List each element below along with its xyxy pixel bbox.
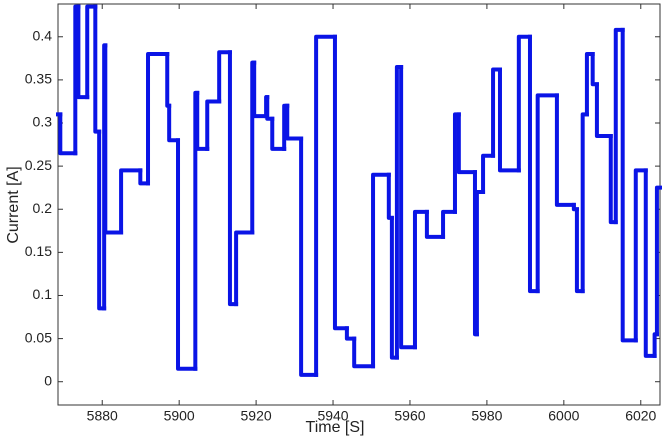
step-segment: [620, 27, 638, 343]
step-segment: [119, 168, 143, 235]
x-tick-label: 6000: [548, 408, 579, 424]
step-segment: [195, 90, 210, 151]
step-segment: [399, 64, 417, 350]
x-tick-label: 5880: [87, 408, 118, 424]
step-segment: [535, 93, 559, 294]
step-segment: [270, 116, 287, 151]
y-tick-label: 0.3: [33, 114, 53, 130]
step-segment: [332, 34, 349, 331]
x-tick-label: 5940: [317, 408, 348, 424]
y-tick-label: 0.15: [25, 243, 52, 259]
step-segment: [481, 153, 496, 194]
step-segment: [285, 103, 304, 141]
step-segment: [85, 4, 98, 100]
step-segment: [176, 138, 198, 371]
step-segment: [441, 209, 457, 239]
step-segment: [594, 82, 613, 138]
step-segment: [516, 34, 532, 173]
step-segment: [352, 336, 376, 369]
y-axis-label: Current [A]: [5, 166, 22, 243]
step-segment: [652, 332, 659, 358]
step-segment: [138, 168, 151, 186]
x-axis-label: Time [S]: [306, 419, 365, 436]
step-segment: [103, 43, 124, 235]
step-segment: [474, 189, 486, 337]
x-tick-label: 5980: [471, 408, 502, 424]
step-segment: [299, 136, 319, 377]
step-segment: [613, 27, 625, 225]
step-segment: [146, 52, 170, 186]
step-segment: [491, 67, 502, 158]
step-segment: [633, 168, 648, 343]
step-segment: [643, 168, 657, 358]
step-segment: [227, 50, 239, 307]
step-segment: [165, 52, 172, 108]
step-segment: [654, 185, 662, 337]
step-segment: [424, 209, 446, 239]
step-segment: [205, 99, 222, 151]
step-segment: [497, 67, 521, 173]
step-segment: [217, 50, 232, 104]
step-segment: [252, 60, 269, 119]
step-segment: [527, 34, 540, 294]
step-segment: [314, 34, 337, 377]
x-tick-label: 5900: [164, 408, 195, 424]
y-tick-label: 0.05: [25, 329, 52, 345]
y-tick-label: 0.35: [25, 71, 52, 87]
step-segment: [234, 230, 255, 307]
step-segment: [456, 112, 477, 175]
y-tick-label: 0.2: [33, 200, 53, 216]
step-segment: [167, 103, 181, 143]
step-segment: [344, 326, 357, 341]
y-tick-label: 0.25: [25, 157, 52, 173]
step-segment: [412, 209, 429, 350]
y-tick-label: 0.1: [33, 286, 53, 302]
step-segment: [76, 4, 90, 100]
step-segment: [58, 112, 78, 156]
x-tick-label: 5960: [394, 408, 425, 424]
step-segment: [554, 93, 576, 207]
y-tick-label: 0.4: [33, 27, 53, 43]
x-tick-label: 6020: [625, 408, 656, 424]
x-tick-label: 5920: [241, 408, 272, 424]
step-segment: [371, 172, 391, 369]
y-tick-label: 0: [44, 372, 52, 388]
